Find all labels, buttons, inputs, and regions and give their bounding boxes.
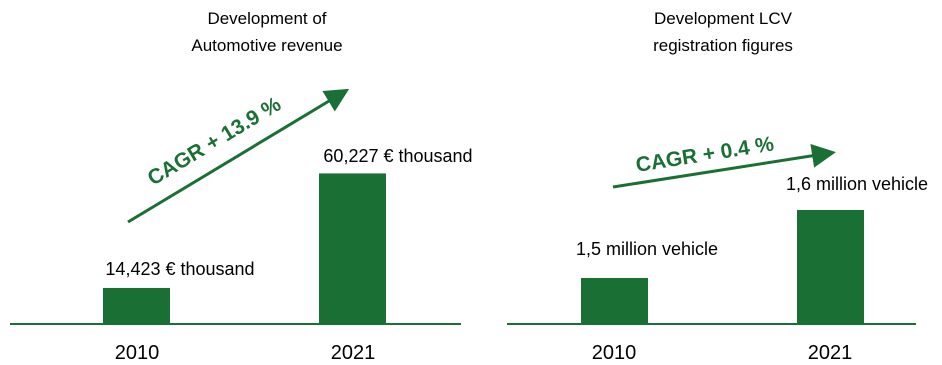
- revenue-title-line-1: Development of: [207, 9, 326, 28]
- lcv-cagr-label: CAGR + 0.4 %: [634, 132, 776, 177]
- lcv-value-label-2010: 1,5 million vehicle: [576, 239, 718, 259]
- revenue-chart: Development of Automotive revenue CAGR +…: [10, 9, 473, 364]
- revenue-value-label-2010: 14,423 € thousand: [105, 259, 254, 279]
- revenue-growth-arrow: [127, 88, 350, 224]
- revenue-tick-2010: 2010: [115, 342, 160, 364]
- lcv-growth-arrow: [612, 143, 836, 189]
- lcv-value-label-2021: 1,6 million vehicle: [786, 174, 928, 194]
- lcv-bar-2010: [581, 278, 648, 324]
- revenue-value-label-2021: 60,227 € thousand: [323, 146, 472, 166]
- revenue-bar-2010: [103, 287, 170, 324]
- lcv-chart: Development LCV registration figures CAG…: [507, 9, 928, 364]
- revenue-title-line-2: Automotive revenue: [191, 36, 342, 55]
- revenue-tick-2021: 2021: [331, 342, 376, 364]
- lcv-tick-2010: 2010: [592, 342, 637, 364]
- lcv-title-line-1: Development LCV: [654, 9, 793, 28]
- revenue-bar-2021: [319, 173, 386, 324]
- lcv-title-line-2: registration figures: [653, 36, 793, 55]
- lcv-bar-2021: [797, 210, 864, 324]
- lcv-tick-2021: 2021: [808, 342, 853, 364]
